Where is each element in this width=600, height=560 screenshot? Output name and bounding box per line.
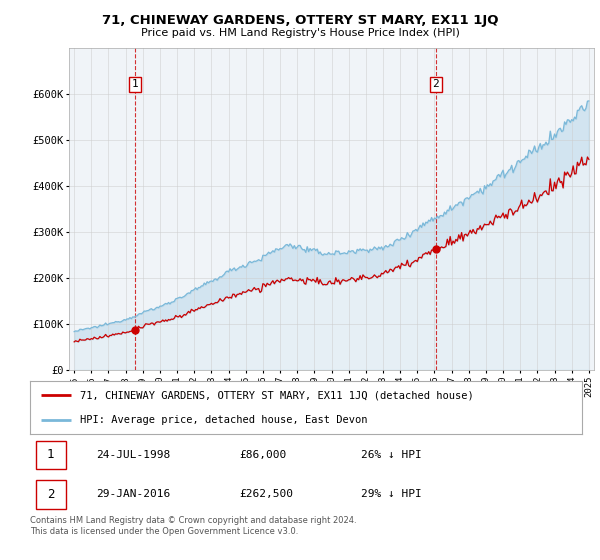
- Text: 24-JUL-1998: 24-JUL-1998: [96, 450, 170, 460]
- Text: 29-JAN-2016: 29-JAN-2016: [96, 489, 170, 500]
- Text: 1: 1: [132, 80, 139, 90]
- FancyBboxPatch shape: [35, 480, 66, 508]
- Text: 2: 2: [433, 80, 439, 90]
- Text: HPI: Average price, detached house, East Devon: HPI: Average price, detached house, East…: [80, 414, 367, 424]
- Text: 71, CHINEWAY GARDENS, OTTERY ST MARY, EX11 1JQ (detached house): 71, CHINEWAY GARDENS, OTTERY ST MARY, EX…: [80, 390, 473, 400]
- Text: Contains HM Land Registry data © Crown copyright and database right 2024.
This d: Contains HM Land Registry data © Crown c…: [30, 516, 356, 536]
- Text: Price paid vs. HM Land Registry's House Price Index (HPI): Price paid vs. HM Land Registry's House …: [140, 28, 460, 38]
- Text: £262,500: £262,500: [240, 489, 294, 500]
- Text: 26% ↓ HPI: 26% ↓ HPI: [361, 450, 422, 460]
- Text: 71, CHINEWAY GARDENS, OTTERY ST MARY, EX11 1JQ: 71, CHINEWAY GARDENS, OTTERY ST MARY, EX…: [102, 14, 498, 27]
- Text: 1: 1: [47, 449, 55, 461]
- FancyBboxPatch shape: [35, 441, 66, 469]
- Text: 29% ↓ HPI: 29% ↓ HPI: [361, 489, 422, 500]
- Text: 2: 2: [47, 488, 55, 501]
- Text: £86,000: £86,000: [240, 450, 287, 460]
